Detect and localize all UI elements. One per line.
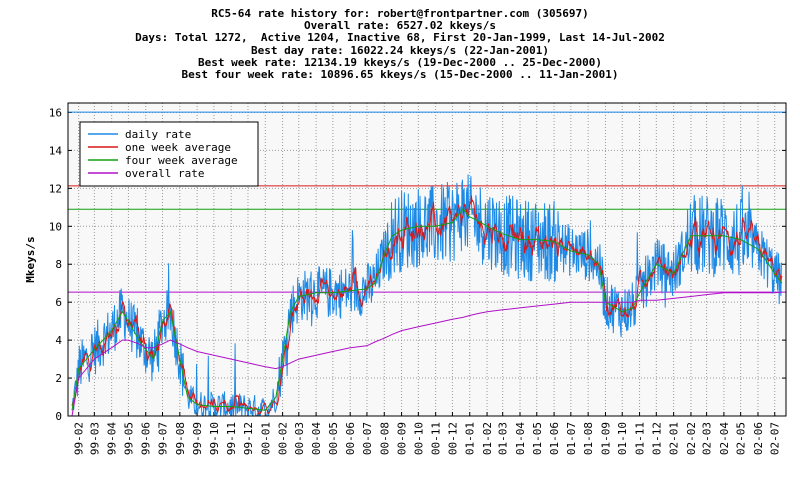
x-tick-label: 01-11 — [634, 422, 647, 455]
header-best-week-line: Best week rate: 12134.19 kkeys/s (19-Dec… — [198, 55, 602, 69]
header-overall-rate-line: Overall rate: 6527.02 kkeys/s — [303, 19, 497, 33]
x-tick-label: 00-04 — [310, 422, 323, 455]
legend-label-daily-rate: daily rate — [125, 128, 191, 141]
legend-label-four-week-average: four week average — [125, 154, 238, 167]
header-title-line: RC5-64 rate history for: robert@frontpar… — [211, 7, 589, 20]
plot-border — [67, 102, 787, 417]
x-tick-label: 99-04 — [106, 422, 119, 455]
x-tick-label: 01-06 — [548, 422, 561, 455]
y-tick-label: 8 — [55, 258, 62, 271]
x-tick-label: 00-10 — [412, 422, 425, 455]
x-tick-label: 02-02 — [685, 422, 698, 455]
x-tick-label: 02-03 — [701, 422, 714, 455]
series-overall-rate — [71, 291, 783, 417]
x-tick-label: 02-04 — [718, 422, 731, 455]
x-tick-label: 99-02 — [73, 422, 86, 455]
x-tick-label: 01-03 — [497, 422, 510, 455]
header-best-day-line: Best day rate: 16022.24 kkeys/s (22-Jan-… — [250, 43, 549, 57]
x-tick-label: 99-12 — [242, 422, 255, 455]
x-tick-label: 99-09 — [191, 422, 204, 455]
x-tick-label: 99-05 — [122, 422, 135, 455]
x-tick-label: 99-08 — [174, 422, 187, 455]
x-tick-label: 01-08 — [582, 422, 595, 455]
x-tick-label: 02-01 — [668, 422, 681, 455]
x-tick-label: 01-07 — [565, 422, 578, 455]
x-tick-label: 01-01 — [464, 422, 477, 455]
series-one-week-average — [71, 195, 783, 416]
y-tick-label: 2 — [55, 372, 62, 385]
x-tick-label: 00-09 — [396, 422, 409, 455]
x-tick-label: 00-06 — [344, 422, 357, 455]
x-tick-label: 02-05 — [735, 422, 748, 455]
series-four-week-average — [71, 208, 783, 411]
y-tick-label: 16 — [49, 106, 62, 119]
y-tick-label: 0 — [55, 410, 62, 423]
x-tick-label: 00-07 — [361, 422, 374, 455]
y-tick-label: 10 — [49, 220, 62, 233]
x-tick-label: 99-03 — [88, 422, 101, 455]
x-tick-label: 01-09 — [599, 422, 612, 455]
x-tick-label: 02-06 — [752, 422, 765, 455]
legend-label-one-week-average: one week average — [125, 141, 231, 154]
legend-box — [79, 121, 259, 187]
x-tick-label: 00-11 — [430, 422, 443, 455]
y-axis-label: Mkeys/s — [24, 236, 37, 282]
x-tick-label: 00-03 — [293, 422, 306, 455]
y-tick-label: 4 — [55, 334, 62, 347]
legend-label-overall-rate: overall rate — [125, 167, 204, 180]
x-tick-label: 01-02 — [481, 422, 494, 455]
x-tick-label: 00-08 — [378, 422, 391, 455]
x-tick-label: 00-01 — [259, 422, 272, 455]
y-tick-label: 14 — [49, 144, 63, 157]
x-tick-label: 00-05 — [327, 422, 340, 455]
x-tick-label: 99-10 — [208, 422, 221, 455]
header-best-four-week-line: Best four week rate: 10896.65 kkeys/s (1… — [181, 68, 619, 82]
header-days-line: Days: Total 1272, Active 1204, Inactive … — [135, 31, 665, 45]
x-tick-label: 02-07 — [769, 422, 782, 455]
x-tick-label: 99-11 — [225, 422, 238, 455]
chart-header: RC5-64 rate history for: robert@frontpar… — [0, 7, 800, 82]
x-tick-label: 99-07 — [156, 422, 169, 455]
y-tick-label: 12 — [49, 182, 62, 195]
x-tick-label: 01-12 — [650, 422, 663, 455]
x-tick-label: 01-05 — [531, 422, 544, 455]
x-tick-label: 00-02 — [277, 422, 290, 455]
x-tick-label: 01-10 — [616, 422, 629, 455]
x-tick-label: 00-12 — [446, 422, 459, 455]
x-tick-label: 01-04 — [514, 422, 527, 455]
x-tick-label: 99-06 — [140, 422, 153, 455]
y-tick-label: 6 — [55, 296, 62, 309]
